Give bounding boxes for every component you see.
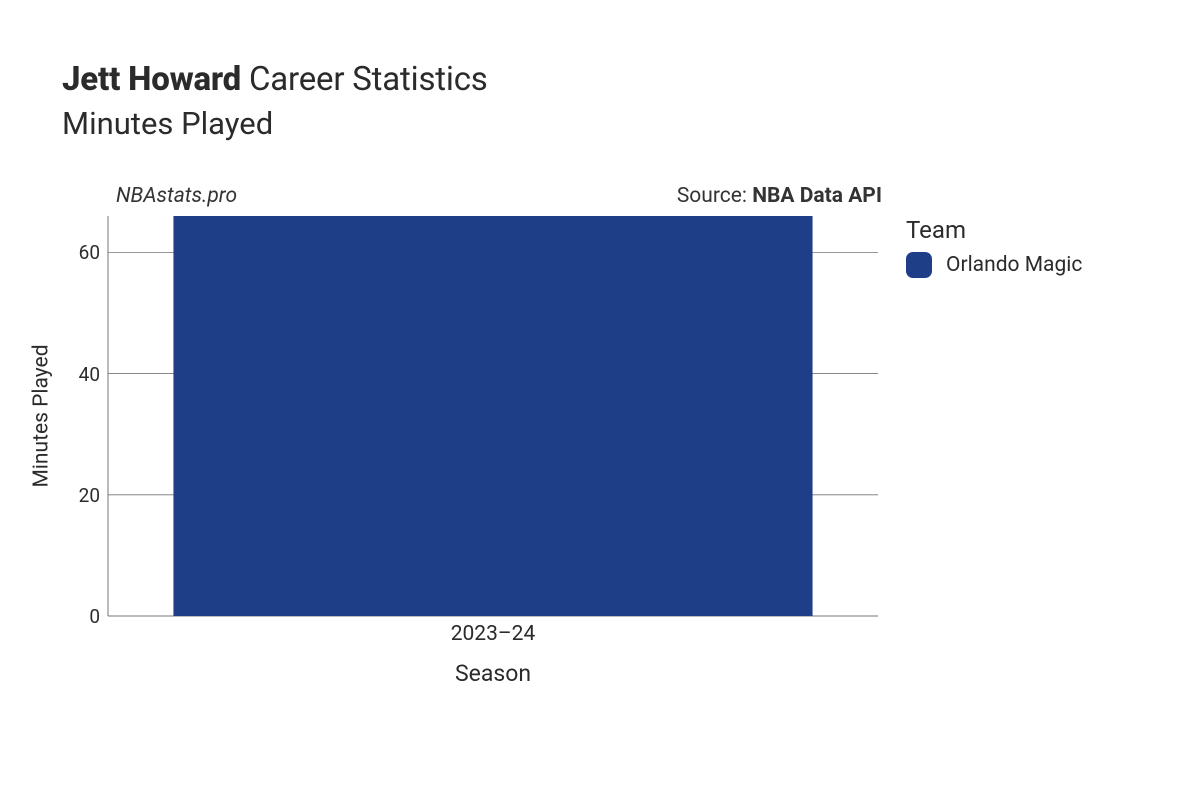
source-name: NBA Data API <box>752 184 882 208</box>
chart-area: NBAstats.pro Source: NBA Data API Minute… <box>60 180 1140 700</box>
plot-region <box>108 216 878 616</box>
legend-swatch <box>906 252 932 278</box>
chart-subtitle: Minutes Played <box>62 105 488 142</box>
y-tick-label: 40 <box>60 363 100 386</box>
y-tick-label: 0 <box>60 605 100 628</box>
title-suffix: Career Statistics <box>241 60 488 99</box>
x-axis-label: Season <box>108 660 878 687</box>
chart-svg <box>108 216 878 616</box>
source-prefix: Source: <box>677 184 752 208</box>
chart-title-block: Jett Howard Career Statistics Minutes Pl… <box>62 60 488 142</box>
legend: Team Orlando Magic <box>906 216 1136 278</box>
y-tick-label: 60 <box>60 241 100 264</box>
title-player-name: Jett Howard <box>62 60 241 99</box>
chart-frame: Jett Howard Career Statistics Minutes Pl… <box>0 0 1200 800</box>
y-axis-label: Minutes Played <box>30 216 54 616</box>
attribution-site: NBAstats.pro <box>116 184 237 208</box>
chart-title: Jett Howard Career Statistics <box>62 60 488 99</box>
attribution-source: Source: NBA Data API <box>677 184 882 208</box>
x-tick-label: 2023–24 <box>108 622 878 646</box>
legend-title: Team <box>906 216 1136 244</box>
bar <box>173 216 812 616</box>
y-tick-label: 20 <box>60 484 100 507</box>
legend-item-label: Orlando Magic <box>946 253 1082 277</box>
legend-item: Orlando Magic <box>906 252 1136 278</box>
attribution-row: NBAstats.pro Source: NBA Data API <box>108 180 878 216</box>
